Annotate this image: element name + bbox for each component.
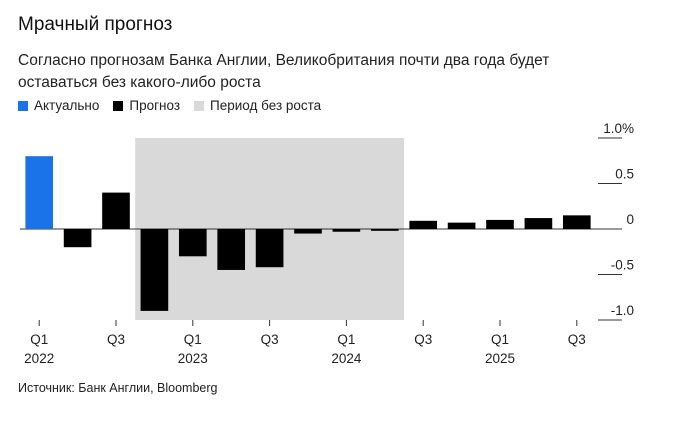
bar-q4-2022: [140, 229, 169, 311]
bar-q4-2024: [447, 222, 476, 229]
source-note: Источник: Банк Англии, Bloomberg: [18, 381, 218, 395]
legend-item-forecast: Прогноз: [113, 98, 180, 113]
x-tick-label: Q1: [491, 332, 509, 347]
y-tick-label: 0.5: [615, 167, 634, 182]
legend-label-actual: Актуально: [34, 98, 100, 113]
chart-subtitle: Согласно прогнозам Банка Англии, Великоб…: [18, 52, 550, 91]
x-tick-label: Q1: [337, 332, 355, 347]
bar-q3-2025: [562, 215, 591, 229]
y-tick-label: 1.0%: [603, 121, 634, 136]
x-year-label: 2023: [178, 351, 208, 366]
y-tick-label: 0: [626, 212, 634, 227]
bar-q3-2022: [102, 192, 130, 229]
legend-swatch-forecast: [113, 100, 124, 111]
x-tick-label: Q3: [107, 332, 125, 347]
bar-q1-2024: [332, 229, 361, 232]
bar-q2-2023: [217, 229, 246, 270]
legend-swatch-no-growth: [194, 100, 205, 111]
bar-q1-2025: [486, 219, 514, 229]
y-tick-label: -0.5: [611, 258, 634, 273]
bar-q2-2022: [63, 229, 92, 248]
bar-q2-2025: [524, 218, 553, 229]
y-tick-label: -1.0: [611, 303, 634, 318]
x-tick-label: Q3: [261, 332, 279, 347]
legend-item-actual: Актуально: [18, 98, 99, 113]
bar-q1-2022: [25, 156, 54, 229]
x-year-label: 2024: [331, 351, 362, 366]
legend-swatch-actual: [18, 100, 28, 111]
legend-label-forecast: Прогноз: [129, 98, 181, 113]
x-tick-label: Q1: [30, 332, 48, 347]
bar-q3-2024: [409, 220, 438, 229]
x-tick-label: Q3: [568, 332, 586, 347]
legend: Актуально Прогноз Период без роста: [18, 98, 335, 113]
chart-title: Мрачный прогноз: [18, 14, 173, 35]
x-tick-label: Q1: [184, 332, 202, 347]
bar-q1-2023: [178, 229, 207, 257]
x-tick-label: Q3: [414, 332, 432, 347]
legend-item-no-growth: Период без роста: [194, 98, 321, 113]
legend-label-no-growth: Период без роста: [210, 98, 322, 113]
bar-q4-2023: [294, 229, 322, 234]
bar-q3-2023: [255, 229, 284, 268]
x-year-label: 2025: [485, 351, 515, 366]
x-year-label: 2022: [24, 351, 54, 366]
bar-q2-2024: [370, 229, 399, 231]
